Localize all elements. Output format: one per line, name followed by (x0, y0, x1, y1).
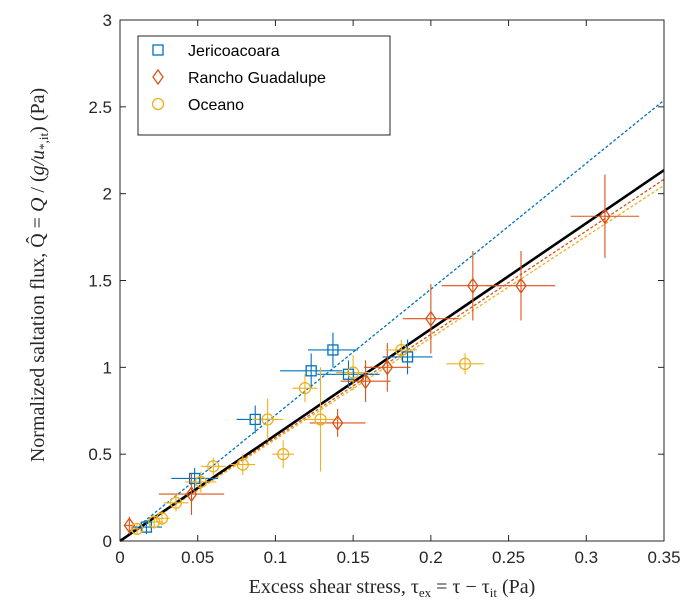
point-rancho-guadalupe (467, 277, 479, 294)
point-oceano (130, 522, 144, 535)
legend-label: Oceano (188, 97, 244, 114)
y-tick-label: 3 (103, 11, 112, 30)
point-oceano (148, 515, 161, 529)
legend-label: Jericoacoara (188, 43, 280, 60)
point-rancho-guadalupe (425, 310, 437, 327)
x-tick-label: 0 (115, 548, 124, 567)
point-oceano (314, 413, 327, 426)
y-tick-label: 0.5 (88, 445, 112, 464)
point-jericoacoara (327, 344, 339, 356)
x-axis-label: Excess shear stress, τex = τ − τit (Pa) (249, 576, 536, 600)
x-tick-label: 0.05 (181, 548, 214, 567)
point-oceano (236, 458, 249, 471)
y-tick-label: 1 (103, 358, 112, 377)
fit-line-oceano (119, 184, 665, 542)
point-oceano (277, 448, 290, 461)
fit-lines (119, 99, 665, 543)
point-jericoacoara (249, 413, 261, 426)
point-rancho-guadalupe (331, 414, 344, 432)
fit-line-overall (119, 169, 665, 543)
x-tick-label: 0.2 (419, 548, 443, 567)
point-oceano (458, 357, 472, 371)
error-bars (124, 174, 640, 535)
data-markers (123, 208, 611, 535)
point-oceano (261, 413, 274, 426)
y-tick-label: 0 (103, 532, 112, 551)
y-axis-label: Normalized saltation flux, Q̂ = Q / (g/u… (25, 88, 51, 462)
point-oceano (298, 382, 312, 395)
point-rancho-guadalupe (381, 359, 394, 376)
point-rancho-guadalupe (123, 517, 136, 534)
point-rancho-guadalupe (515, 277, 527, 294)
x-tick-label: 0.1 (264, 548, 288, 567)
axis-ticks: 0 0.05 0.1 0.15 0.2 0.25 0.3 0.35 0 0.5 1 1.5 2 2.5 3 (88, 11, 680, 567)
point-oceano (155, 512, 169, 525)
point-jericoacoara (188, 472, 201, 485)
legend-marker-jericoacoara (152, 44, 164, 56)
point-oceano (194, 475, 207, 489)
point-rancho-guadalupe (599, 208, 611, 225)
point-rancho-guadalupe (185, 485, 198, 503)
point-oceano (207, 460, 220, 473)
y-tick-label: 2.5 (88, 98, 112, 117)
legend-marker-oceano (151, 97, 165, 111)
x-tick-label: 0.25 (492, 548, 525, 567)
x-tick-label: 0.15 (337, 548, 370, 567)
fit-line-rancho-guadalupe (119, 178, 665, 542)
point-jericoacoara (305, 365, 317, 377)
x-tick-label: 0.3 (574, 548, 598, 567)
point-oceano (169, 496, 183, 509)
point-oceano (346, 366, 360, 379)
legend: Jericoacoara Rancho Guadalupe Oceano (137, 35, 391, 136)
legend-marker-rancho-guadalupe (152, 68, 164, 86)
legend-label: Rancho Guadalupe (188, 70, 326, 87)
point-jericoacoara (401, 351, 414, 363)
point-oceano (395, 343, 408, 357)
x-tick-label: 0.35 (647, 548, 680, 567)
y-tick-label: 1.5 (88, 272, 112, 291)
legend-box (137, 35, 391, 136)
fit-line-jericoacoara (119, 99, 665, 542)
point-rancho-guadalupe (359, 373, 372, 390)
y-tick-label: 2 (103, 185, 112, 204)
